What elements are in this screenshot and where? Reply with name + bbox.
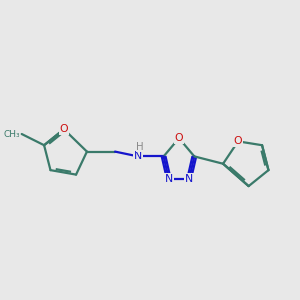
Text: H: H [136,142,143,152]
Text: N: N [165,174,173,184]
Text: N: N [134,152,142,161]
Text: O: O [175,133,183,143]
Text: CH₃: CH₃ [4,130,20,139]
Text: N: N [185,174,193,184]
Text: O: O [60,124,68,134]
Text: O: O [234,136,242,146]
